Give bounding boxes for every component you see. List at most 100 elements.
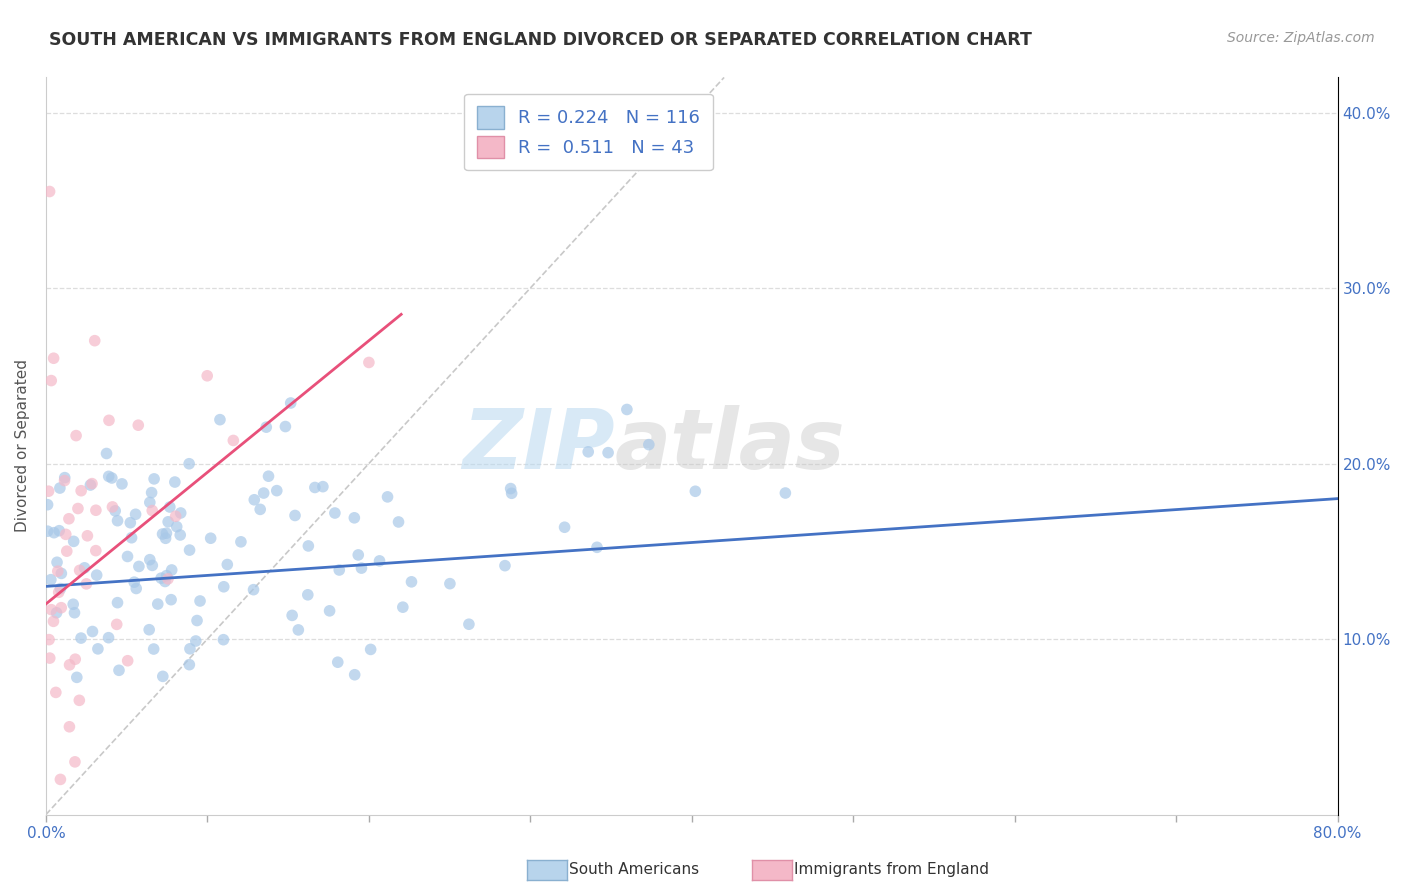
Point (637, 437, 659, 451)
Point (105, 617, 128, 632)
Point (45, 685, 67, 699)
Point (156, 572, 179, 586)
Point (685, 484, 707, 499)
Point (343, 511, 366, 525)
Point (184, 634, 207, 648)
Point (55, 544, 77, 558)
Point (155, 531, 177, 545)
Point (38, 651, 60, 665)
Point (297, 539, 319, 553)
Point (554, 520, 576, 534)
Point (141, 558, 163, 573)
Point (160, 592, 183, 607)
Point (377, 490, 399, 504)
Point (97, 469, 120, 483)
Point (38, 484, 60, 499)
Point (53, 470, 76, 484)
Point (125, 582, 148, 596)
Point (58, 512, 80, 526)
Point (63, 606, 86, 620)
Point (127, 418, 149, 433)
Point (108, 663, 131, 677)
Point (170, 506, 193, 520)
Point (55, 527, 77, 541)
Point (222, 434, 245, 448)
Point (139, 495, 162, 509)
Point (312, 480, 335, 494)
Point (42, 615, 65, 629)
Point (111, 476, 134, 491)
Point (179, 657, 201, 672)
Point (58, 720, 80, 734)
Text: Immigrants from England: Immigrants from England (794, 863, 990, 877)
Point (48, 585, 70, 599)
Point (281, 608, 304, 623)
Point (212, 632, 235, 647)
Point (195, 368, 218, 383)
Point (150, 571, 173, 585)
Point (79, 478, 101, 492)
Point (86, 568, 108, 582)
Point (121, 531, 143, 545)
Point (66, 670, 89, 684)
Point (48, 524, 70, 538)
Point (188, 594, 211, 608)
Point (76, 529, 98, 543)
Point (38, 632, 60, 647)
Point (257, 469, 280, 483)
Point (152, 527, 174, 541)
Point (41, 602, 63, 616)
Point (157, 515, 180, 529)
Point (155, 568, 177, 582)
Point (458, 617, 481, 632)
Point (163, 475, 186, 489)
Point (392, 600, 415, 615)
Text: ZIP: ZIP (461, 406, 614, 486)
Point (37, 498, 59, 512)
Point (46, 564, 69, 578)
Point (179, 641, 201, 656)
Point (297, 588, 319, 602)
Point (775, 486, 797, 500)
Point (179, 543, 201, 558)
Point (122, 575, 145, 590)
Point (576, 445, 599, 459)
Point (274, 419, 297, 434)
Point (141, 485, 163, 500)
Legend: R = 0.224   N = 116, R =  0.511   N = 43: R = 0.224 N = 116, R = 0.511 N = 43 (464, 94, 713, 170)
Point (87, 641, 110, 656)
Point (165, 509, 187, 524)
Point (58, 657, 80, 672)
Point (142, 642, 165, 657)
Point (65, 652, 87, 666)
Point (107, 596, 129, 610)
Point (83, 334, 105, 348)
Text: SOUTH AMERICAN VS IMMIGRANTS FROM ENGLAND DIVORCED OR SEPARATED CORRELATION CHAR: SOUTH AMERICAN VS IMMIGRANTS FROM ENGLAN… (49, 31, 1032, 49)
Point (96, 446, 118, 460)
Point (97, 631, 120, 645)
Point (75, 577, 97, 591)
Point (166, 519, 188, 533)
Point (101, 500, 124, 514)
Point (84, 503, 107, 517)
Point (152, 669, 174, 683)
Point (208, 412, 231, 426)
Point (42, 525, 65, 540)
Point (242, 582, 264, 597)
Point (598, 445, 620, 459)
Point (266, 483, 288, 498)
Point (51, 566, 73, 581)
Point (139, 552, 162, 566)
Point (38, 185, 60, 199)
Point (117, 549, 139, 564)
Point (73, 561, 96, 575)
Point (62, 597, 84, 611)
Point (160, 563, 183, 577)
Point (254, 420, 277, 434)
Point (350, 561, 373, 575)
Point (69, 563, 91, 577)
Point (439, 576, 461, 591)
Point (387, 515, 409, 529)
Point (217, 558, 239, 572)
Point (53, 474, 76, 488)
